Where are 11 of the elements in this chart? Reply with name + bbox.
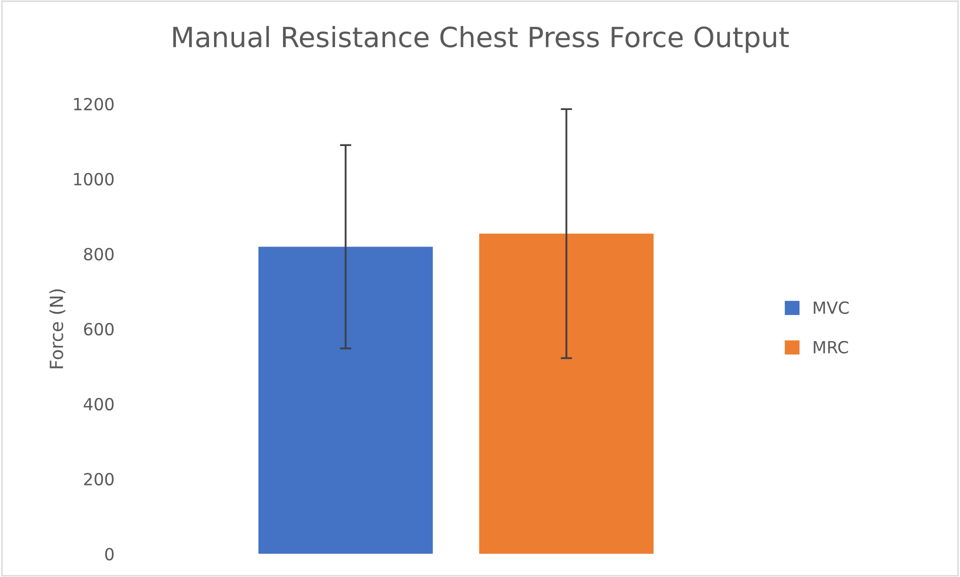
legend-label: MVC [814, 301, 849, 314]
y-tick-label: 400 [84, 398, 114, 410]
chart-title: Manual Resistance Chest Press Force Output [173, 26, 789, 53]
y-tick-label: 200 [84, 472, 114, 486]
y-tick-label: 800 [84, 248, 114, 260]
y-tick-label: 600 [84, 322, 114, 336]
y-axis-title: Force (N) [49, 289, 66, 368]
y-tick-label: 1200 [74, 98, 114, 110]
y-tick-label: 0 [105, 548, 114, 560]
legend-label: MRC [814, 340, 848, 354]
y-tick-label: 1000 [74, 172, 114, 186]
